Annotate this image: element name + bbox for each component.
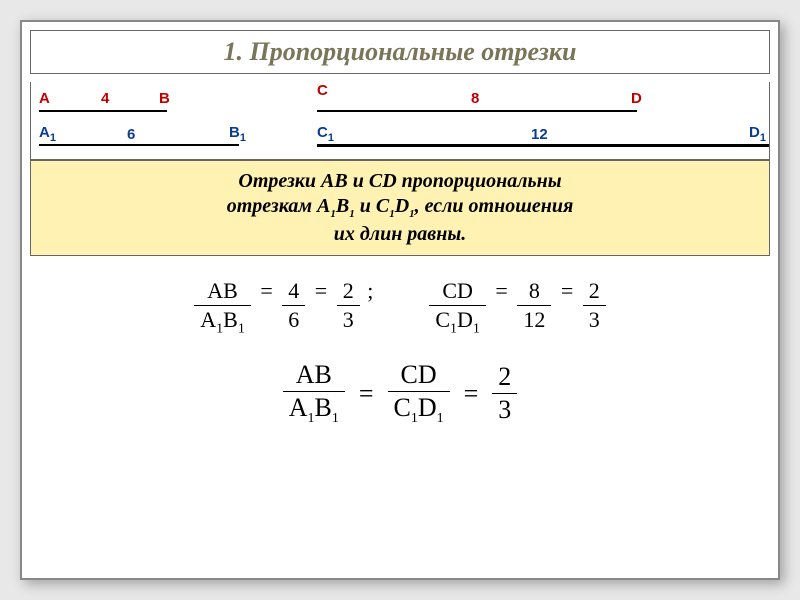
label-D1-letter: D — [749, 124, 760, 141]
defn-l2-d: D — [395, 195, 409, 217]
num-2c: 2 — [492, 363, 517, 394]
den-C1-sub: 1 — [450, 321, 457, 336]
num-8: 8 — [523, 279, 546, 305]
semicolon: ; — [365, 278, 377, 303]
label-A1-sub: 1 — [50, 132, 56, 144]
formula-row-1: AB A1B1 = 4 6 = 2 3 ; — [22, 272, 778, 343]
num-2a: 2 — [337, 279, 360, 305]
frac-8-12: 8 12 — [517, 279, 551, 332]
frac-2-3-a: 2 3 — [337, 279, 360, 332]
frac-4-6: 4 6 — [282, 279, 305, 332]
label-D1-sub: 1 — [760, 132, 766, 144]
label-A: А — [39, 90, 50, 107]
den-A1B1: A1B1 — [194, 305, 251, 337]
frac-2-3-c: 2 3 — [492, 363, 517, 425]
den-D1-sub: 1 — [473, 321, 480, 336]
num-AB: AB — [201, 279, 244, 305]
label-A1: А1 — [39, 124, 56, 144]
label-C1D1-length: 12 — [531, 126, 548, 143]
den2-B1-letter: B — [314, 393, 331, 422]
den-A1-letter: A — [200, 307, 216, 332]
den2-D1-letter: D — [418, 393, 437, 422]
formula-row-2: AB A1B1 = CD C1D1 = 2 3 — [22, 361, 778, 427]
den-3b: 3 — [583, 305, 606, 332]
defn-l2-c: и С — [355, 195, 389, 217]
den-3a: 3 — [337, 305, 360, 332]
num-AB-2: AB — [290, 361, 338, 392]
num-CD-2: CD — [395, 361, 443, 392]
label-C1-sub: 1 — [328, 132, 334, 144]
den-C1D1: C1D1 — [429, 305, 486, 337]
num-CD: CD — [436, 279, 479, 305]
segment-C1D1 — [317, 144, 769, 147]
eq-5: = — [355, 379, 378, 409]
defn-l2-e: , если отношения — [415, 195, 574, 217]
den2-A1-letter: A — [289, 393, 308, 422]
label-C: С — [317, 82, 328, 99]
den-A1B1-2: A1B1 — [283, 391, 345, 427]
eq-4: = — [557, 278, 577, 303]
num-2b: 2 — [583, 279, 606, 305]
label-B1: В1 — [229, 124, 246, 144]
segment-A1B1 — [39, 144, 239, 146]
den2-D1-sub: 1 — [437, 412, 444, 427]
defn-line2: отрезкам А1В1 и С1D1, если отношения — [227, 195, 574, 217]
den-C1D1-2: C1D1 — [388, 391, 450, 427]
label-C1-letter: С — [317, 124, 328, 141]
eq-2: = — [311, 278, 331, 303]
slide: 1. Пропорциональные отрезки А 4 В С 8 D … — [20, 20, 780, 580]
den-B1-sub: 1 — [238, 321, 245, 336]
segment-AB — [39, 110, 167, 112]
label-A1-letter: А — [39, 124, 50, 141]
segment-CD — [317, 110, 637, 112]
slide-title: 1. Пропорциональные отрезки — [30, 30, 770, 74]
label-B: В — [159, 90, 170, 107]
den2-B1-sub: 1 — [332, 412, 339, 427]
frac-AB-A1B1-2: AB A1B1 — [283, 361, 345, 427]
eq-1: = — [256, 278, 276, 303]
formula-combined: AB A1B1 = CD C1D1 = 2 3 — [283, 361, 518, 427]
frac-CD-C1D1-2: CD C1D1 — [388, 361, 450, 427]
den-3c: 3 — [492, 393, 517, 425]
den-D1-letter: D — [457, 307, 473, 332]
label-A1B1-length: 6 — [127, 126, 135, 143]
eq-3: = — [491, 278, 511, 303]
formula-CD: CD C1D1 = 8 12 = 2 3 — [429, 278, 605, 337]
segment-diagram: А 4 В С 8 D А1 6 В1 С1 12 D1 — [30, 82, 770, 160]
num-4: 4 — [282, 279, 305, 305]
frac-2-3-b: 2 3 — [583, 279, 606, 332]
den-B1-letter: B — [223, 307, 238, 332]
defn-l2-b: В — [336, 195, 349, 217]
label-B1-sub: 1 — [240, 132, 246, 144]
definition-box: Отрезки АВ и СD пропорциональны отрезкам… — [30, 160, 770, 256]
formulas-region: AB A1B1 = 4 6 = 2 3 ; — [22, 256, 778, 427]
label-C1: С1 — [317, 124, 334, 144]
den2-C1-letter: C — [394, 393, 411, 422]
label-B1-letter: В — [229, 124, 240, 141]
frac-AB-A1B1: AB A1B1 — [194, 279, 251, 337]
label-D1: D1 — [749, 124, 766, 144]
formula-AB: AB A1B1 = 4 6 = 2 3 ; — [194, 278, 377, 337]
den-6: 6 — [282, 305, 305, 332]
den-C1-letter: C — [435, 307, 450, 332]
eq-6: = — [460, 379, 483, 409]
frac-CD-C1D1: CD C1D1 — [429, 279, 486, 337]
defn-l2-a: отрезкам А — [227, 195, 331, 217]
den2-C1-sub: 1 — [411, 412, 418, 427]
defn-line3: их длин равны. — [334, 223, 466, 245]
label-CD-length: 8 — [471, 90, 479, 107]
label-D: D — [631, 90, 642, 107]
den-12: 12 — [517, 305, 551, 332]
defn-line1: Отрезки АВ и СD пропорциональны — [238, 170, 561, 192]
label-AB-length: 4 — [101, 90, 109, 107]
